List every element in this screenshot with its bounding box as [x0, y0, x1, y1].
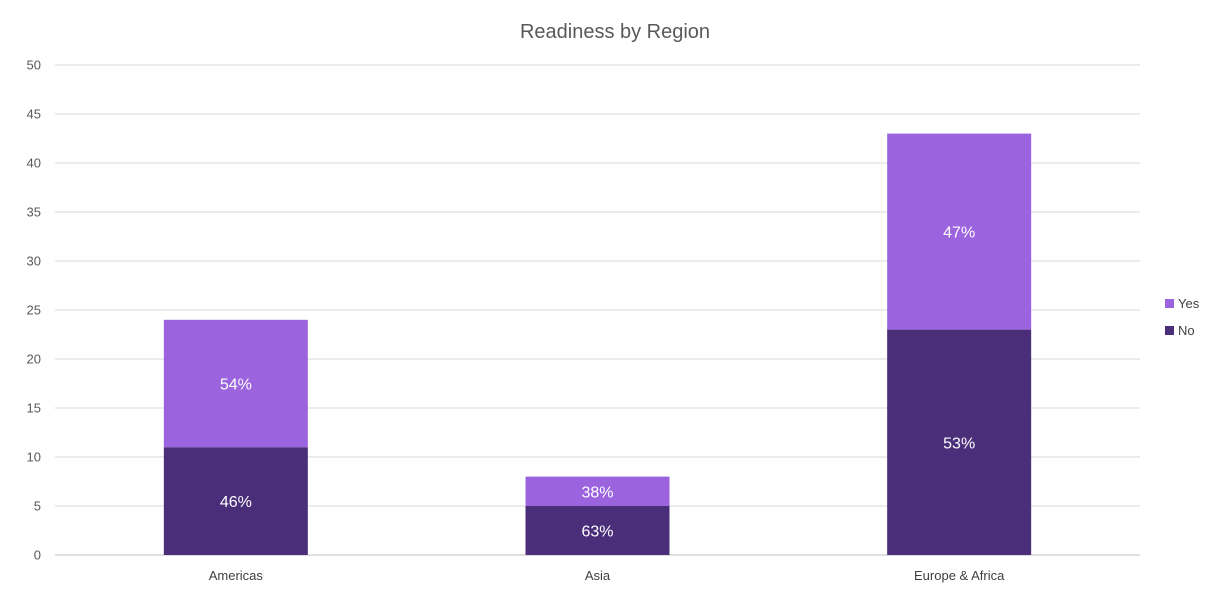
bar-segment-yes — [525, 476, 670, 506]
y-tick-label: 35 — [27, 205, 41, 220]
bars: 46% 54% 63% 38% 53% 47% — [163, 133, 1032, 555]
data-label: 63% — [581, 524, 613, 541]
bar-segment-no — [163, 447, 308, 555]
legend: Yes No — [1165, 296, 1200, 338]
data-label: 46% — [220, 494, 252, 511]
x-category-label: Europe & Africa — [914, 568, 1005, 583]
bar-segment-yes — [887, 133, 1032, 330]
data-label: 54% — [220, 377, 252, 394]
x-category-label: Asia — [585, 568, 611, 583]
bar-segment-no — [525, 506, 670, 555]
y-tick-label: 25 — [27, 303, 41, 318]
legend-label-no: No — [1178, 323, 1195, 338]
y-tick-label: 5 — [34, 499, 41, 514]
legend-label-yes: Yes — [1178, 296, 1200, 311]
data-label: 38% — [581, 484, 613, 501]
x-axis-labels: Americas Asia Europe & Africa — [209, 568, 1005, 583]
bar-segment-yes — [163, 319, 308, 448]
legend-swatch-no — [1165, 326, 1174, 335]
y-tick-label: 40 — [27, 156, 41, 171]
data-label: 53% — [943, 435, 975, 452]
y-axis-ticks: 0 5 10 15 20 25 30 35 40 45 50 — [27, 58, 41, 563]
y-tick-label: 45 — [27, 107, 41, 122]
y-tick-label: 0 — [34, 548, 41, 563]
legend-swatch-yes — [1165, 299, 1174, 308]
y-tick-label: 10 — [27, 450, 41, 465]
data-label: 47% — [943, 225, 975, 242]
bar-segment-no — [887, 329, 1032, 555]
y-tick-label: 15 — [27, 401, 41, 416]
y-tick-label: 20 — [27, 352, 41, 367]
x-category-label: Americas — [209, 568, 264, 583]
y-tick-label: 50 — [27, 58, 41, 73]
y-tick-label: 30 — [27, 254, 41, 269]
chart-title: Readiness by Region — [520, 21, 710, 43]
